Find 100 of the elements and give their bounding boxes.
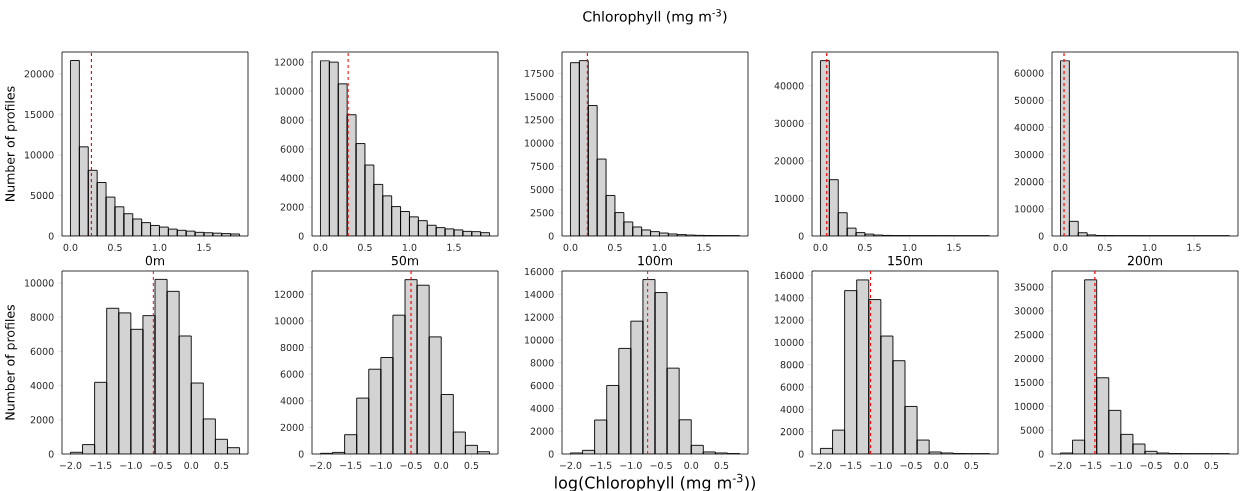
x-tick-label: 0.5 xyxy=(964,461,979,469)
y-tick-label: 0 xyxy=(298,450,304,458)
y-tick-label: 17500 xyxy=(525,69,554,77)
x-tick-label: 0.5 xyxy=(1098,243,1112,251)
x-tick-label: −1.5 xyxy=(340,461,362,469)
y-tick-label: 8000 xyxy=(280,116,304,124)
x-axis-title: 150m xyxy=(888,255,922,266)
y-tick-label: 6000 xyxy=(280,145,304,153)
x-tick-label: −0.5 xyxy=(900,461,922,469)
y-tick-label: 8000 xyxy=(280,343,304,352)
y-tick-label: 25000 xyxy=(1014,331,1044,339)
x-tick-label: 0.0 xyxy=(313,243,328,251)
y-tick-label: 5000 xyxy=(30,191,54,200)
x-tick-label: −1.0 xyxy=(1110,461,1132,469)
x-tick-label: −2.0 xyxy=(809,461,832,469)
y-tick-label: 0 xyxy=(1038,450,1044,458)
y-axis-title: Number of profiles xyxy=(5,86,18,201)
x-tick-label: 0.0 xyxy=(63,243,78,251)
x-tick-label: 0.0 xyxy=(1053,243,1068,251)
x-tick-label: 1.0 xyxy=(652,243,667,251)
x-tick-label: −0.5 xyxy=(650,461,672,469)
y-tick-label: 15000 xyxy=(525,93,554,101)
y-tick-label: 20000 xyxy=(1014,354,1044,363)
y-tick-label: 50000 xyxy=(1014,96,1044,104)
x-tick-label: 0.0 xyxy=(434,461,449,469)
y-tick-label: 2000 xyxy=(780,428,804,436)
chart-title: Chlorophyll (mg m$^{-3}$) xyxy=(583,9,727,25)
y-tick-label: 6000 xyxy=(530,381,554,390)
y-tick-label: 12000 xyxy=(275,58,304,66)
y-tick-label: 10000 xyxy=(775,194,804,203)
y-tick-label: 4000 xyxy=(280,174,304,182)
y-tick-label: 14000 xyxy=(525,290,554,298)
x-tick-label: −1.5 xyxy=(90,461,112,469)
x-tick-label: −2.0 xyxy=(59,461,82,469)
y-tick-label: 6000 xyxy=(30,347,54,355)
x-tick-label: 1.0 xyxy=(1142,243,1157,251)
y-tick-label: 4000 xyxy=(780,405,804,413)
y-tick-label: 2500 xyxy=(530,209,554,217)
x-tick-label: −0.5 xyxy=(400,461,422,469)
x-tick-label: 1.5 xyxy=(947,243,961,251)
x-tick-label: 0.5 xyxy=(858,243,872,251)
x-tick-label: 1.5 xyxy=(197,243,211,251)
y-tick-label: 20000 xyxy=(24,70,54,78)
y-tick-label: 4000 xyxy=(530,404,554,412)
x-tick-label: 1.0 xyxy=(152,243,167,251)
x-tick-label: 0.0 xyxy=(934,461,949,469)
y-tick-label: 12000 xyxy=(775,316,804,324)
x-tick-label: −1.0 xyxy=(120,461,142,469)
x-tick-label: −1.0 xyxy=(870,461,892,469)
y-tick-label: 12000 xyxy=(275,290,304,298)
x-tick-label: 0.5 xyxy=(464,461,479,469)
x-axis-title: 0m xyxy=(145,255,165,266)
y-tick-label: 0 xyxy=(548,232,554,240)
x-tick-label: 1.5 xyxy=(1187,243,1201,251)
y-tick-label: 0 xyxy=(798,232,804,240)
y-tick-label: 8000 xyxy=(780,361,804,369)
y-tick-label: 6000 xyxy=(280,370,304,378)
x-tick-label: −1.5 xyxy=(840,461,862,469)
x-tick-label: 0.5 xyxy=(1204,461,1219,469)
x-tick-label: 1.0 xyxy=(902,243,917,251)
y-tick-label: 10000 xyxy=(525,336,554,344)
y-tick-label: 10000 xyxy=(275,87,304,95)
x-tick-label: −2.0 xyxy=(1049,461,1072,469)
y-tick-label: 4000 xyxy=(30,381,54,390)
y-tick-label: 5000 xyxy=(530,185,554,194)
y-tick-label: 6000 xyxy=(780,383,804,391)
y-tick-label: 30000 xyxy=(1014,150,1044,159)
x-tick-label: −1.5 xyxy=(1080,461,1102,469)
y-tick-label: 5000 xyxy=(1020,426,1044,434)
y-tick-label: 2000 xyxy=(280,203,304,211)
x-tick-label: 0.5 xyxy=(214,461,229,469)
x-axis-title: 200m xyxy=(1127,255,1162,266)
y-tick-label: 40000 xyxy=(774,82,804,90)
y-tick-label: 2000 xyxy=(280,423,304,431)
y-tick-label: 0 xyxy=(48,232,54,240)
y-tick-label: 14000 xyxy=(775,294,804,302)
y-axis-title: Number of profiles xyxy=(5,305,18,420)
y-tick-label: 7500 xyxy=(530,162,554,170)
x-tick-label: −1.0 xyxy=(370,461,392,469)
y-tick-label: 8000 xyxy=(30,313,54,321)
x-tick-label: 1.0 xyxy=(402,243,417,251)
y-tick-label: 60000 xyxy=(1014,69,1044,77)
x-tick-label: 0.5 xyxy=(714,461,729,469)
y-tick-label: 12000 xyxy=(525,313,554,321)
x-tick-label: 1.5 xyxy=(697,243,711,251)
x-tick-label: −2.0 xyxy=(309,461,332,469)
y-tick-label: 10000 xyxy=(525,139,554,147)
y-tick-label: 10000 xyxy=(775,338,804,347)
y-tick-label: 10000 xyxy=(25,279,54,287)
x-tick-label: 0.5 xyxy=(108,243,122,251)
y-tick-label: 10000 xyxy=(25,151,54,159)
y-tick-label: 0 xyxy=(1038,232,1044,240)
y-tick-label: 10000 xyxy=(1015,205,1044,213)
y-tick-label: 20000 xyxy=(1014,178,1044,186)
y-tick-label: 20000 xyxy=(774,157,804,165)
y-tick-label: 15000 xyxy=(25,110,54,119)
y-tick-label: 0 xyxy=(548,450,554,458)
y-tick-label: 0 xyxy=(798,450,804,458)
y-tick-label: 12500 xyxy=(525,116,554,124)
y-tick-label: 16000 xyxy=(525,267,554,276)
